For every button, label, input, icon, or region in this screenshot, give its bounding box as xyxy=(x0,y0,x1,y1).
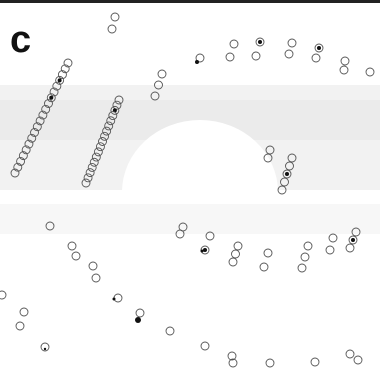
reflection xyxy=(49,96,53,100)
reflection xyxy=(44,348,46,350)
reflection xyxy=(285,172,289,176)
reflection xyxy=(113,298,116,301)
reflection xyxy=(135,317,141,323)
reflection xyxy=(351,238,355,242)
panel-gap xyxy=(0,190,380,204)
page: c (() => { const data = JSON.parse(docum… xyxy=(0,0,380,383)
reflection xyxy=(201,250,204,253)
reflection xyxy=(203,248,207,252)
reflection xyxy=(195,60,199,64)
reflection xyxy=(317,46,321,50)
reflection xyxy=(58,78,62,82)
diffraction-figure: c xyxy=(0,0,380,383)
haze-lower xyxy=(0,204,380,234)
top-border xyxy=(0,0,380,3)
panel-label: c xyxy=(10,19,31,61)
reflection xyxy=(258,40,262,44)
